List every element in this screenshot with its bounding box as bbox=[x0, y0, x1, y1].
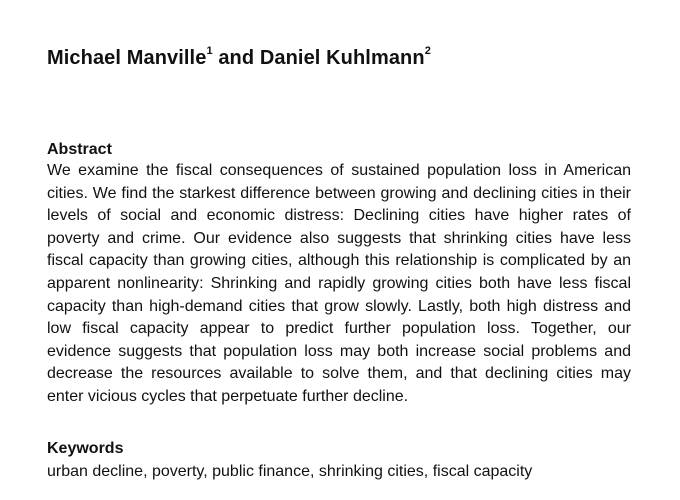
author-connector: and bbox=[212, 47, 260, 69]
abstract-heading: Abstract bbox=[47, 141, 112, 158]
author-name: Daniel Kuhlmann bbox=[259, 47, 425, 69]
author-line: Michael Manville1 and Daniel Kuhlmann2 bbox=[47, 44, 431, 72]
abstract-text: We examine the fiscal consequences of su… bbox=[47, 162, 631, 405]
keywords-heading: Keywords bbox=[47, 440, 124, 457]
affiliation-marker: 1 bbox=[206, 45, 213, 58]
affiliation-marker: 2 bbox=[424, 45, 431, 58]
author-name: Michael Manville bbox=[47, 47, 207, 69]
keywords-text: urban decline, poverty, public finance, … bbox=[47, 463, 533, 480]
